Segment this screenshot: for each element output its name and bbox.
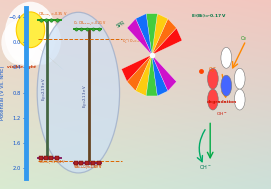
- Circle shape: [208, 68, 218, 89]
- Text: VB$_{BiVO_4}$=1.84 V: VB$_{BiVO_4}$=1.84 V: [38, 160, 66, 167]
- Polygon shape: [37, 47, 60, 67]
- Text: E$_f$(Bi)=-0.17 V: E$_f$(Bi)=-0.17 V: [191, 13, 227, 20]
- Polygon shape: [152, 55, 168, 96]
- Text: OH$^-$: OH$^-$: [199, 163, 212, 171]
- Text: O$_2^-$/ O$_2$=-0.045 V: O$_2^-$/ O$_2$=-0.045 V: [122, 37, 153, 45]
- Text: E$_g$=2.19 eV: E$_g$=2.19 eV: [40, 77, 49, 101]
- Polygon shape: [146, 14, 157, 55]
- Circle shape: [5, 2, 56, 66]
- Circle shape: [208, 89, 218, 110]
- Polygon shape: [146, 55, 157, 96]
- Circle shape: [221, 47, 232, 68]
- Ellipse shape: [37, 12, 120, 173]
- Text: SPR: SPR: [116, 20, 126, 29]
- Polygon shape: [121, 55, 152, 82]
- Circle shape: [16, 12, 45, 48]
- Polygon shape: [136, 55, 152, 96]
- Polygon shape: [37, 47, 58, 66]
- Polygon shape: [152, 55, 176, 91]
- Circle shape: [221, 75, 232, 96]
- Text: visible light: visible light: [7, 65, 36, 69]
- Circle shape: [234, 68, 245, 89]
- Text: E$_g$=2.13 eV: E$_g$=2.13 eV: [81, 84, 90, 108]
- Text: degradation: degradation: [207, 100, 237, 104]
- Text: CB$_{BiVO_4}$=-0.35 V: CB$_{BiVO_4}$=-0.35 V: [38, 11, 67, 19]
- Text: VB$_{BiFeO_3}$=1.92 V: VB$_{BiFeO_3}$=1.92 V: [73, 164, 103, 173]
- Y-axis label: Potential (V vs. NHE): Potential (V vs. NHE): [0, 65, 5, 120]
- Polygon shape: [37, 47, 62, 69]
- Polygon shape: [37, 47, 64, 71]
- Text: O$_2^-$: O$_2^-$: [208, 66, 217, 75]
- Polygon shape: [152, 28, 182, 55]
- Polygon shape: [152, 14, 168, 55]
- Text: O$_2$: O$_2$: [240, 34, 247, 43]
- Polygon shape: [127, 19, 152, 55]
- Circle shape: [234, 89, 245, 110]
- Polygon shape: [127, 55, 152, 91]
- Text: OH$^{\bullet}$/ OH=1.89 V: OH$^{\bullet}$/ OH=1.89 V: [74, 163, 102, 170]
- Text: O$_2$ CB$_{BiFeO_3}$=-0.21 V: O$_2$ CB$_{BiFeO_3}$=-0.21 V: [73, 20, 107, 28]
- Polygon shape: [152, 19, 176, 55]
- Polygon shape: [37, 47, 56, 64]
- Text: OH$^-$: OH$^-$: [216, 110, 228, 117]
- Circle shape: [1, 20, 37, 65]
- Circle shape: [23, 17, 61, 65]
- Polygon shape: [136, 14, 152, 55]
